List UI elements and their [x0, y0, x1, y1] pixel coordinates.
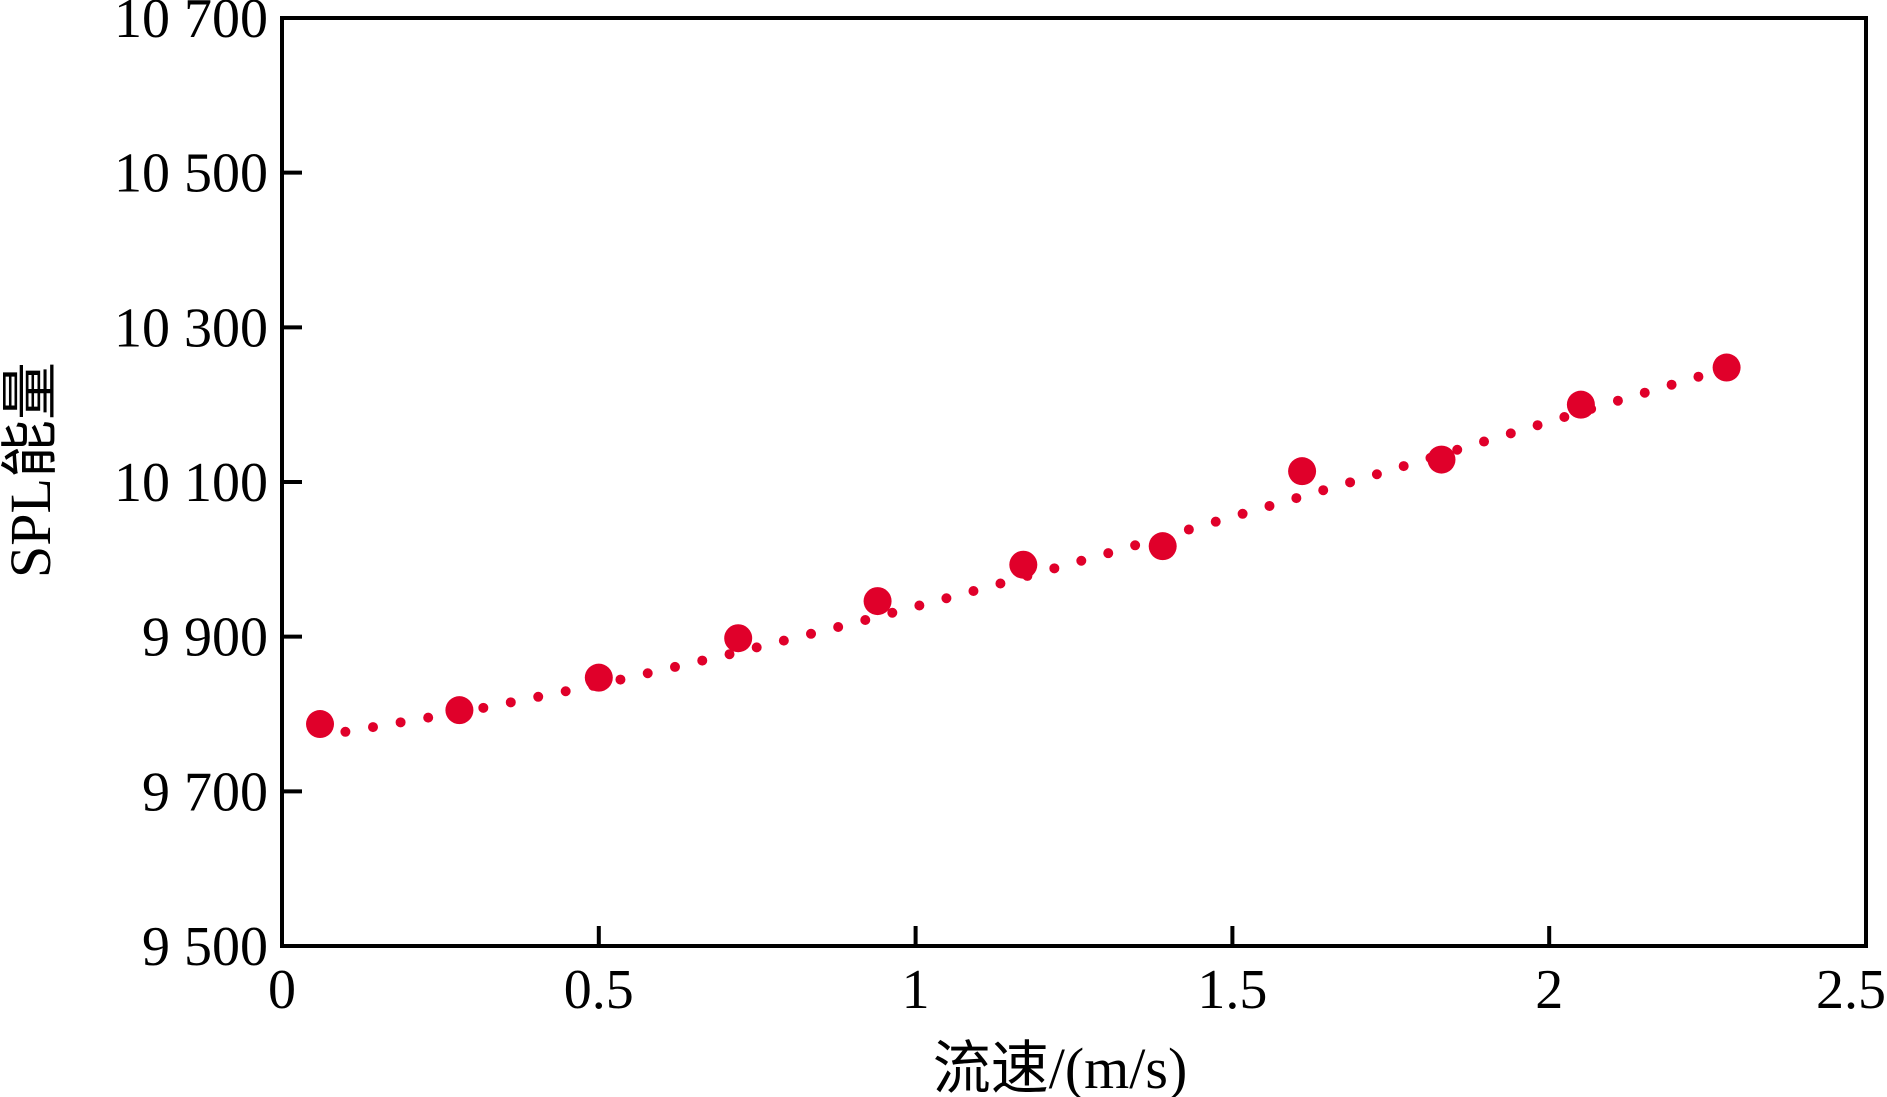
data-point [724, 624, 753, 653]
data-point [1566, 390, 1595, 419]
y-tick-label: 10 500 [114, 143, 268, 205]
x-tick-label: 2 [1535, 959, 1563, 1021]
y-axis-title: SPL能量 [0, 362, 63, 578]
plot-border [280, 16, 1868, 948]
x-tick-label: 2.5 [1816, 959, 1886, 1021]
data-point [1288, 457, 1317, 486]
x-tick-label: 1.5 [1197, 959, 1267, 1021]
y-axis-ticks: 9 500 9 700 9 900 10 100 10 300 10 500 10 700 [114, 0, 302, 978]
trend-line [340, 359, 1745, 737]
x-tick-label: 0.5 [564, 959, 634, 1021]
x-tick-label: 1 [902, 959, 930, 1021]
x-axis-title: 流速/(m/s) [933, 1036, 1188, 1097]
y-tick-label: 10 700 [114, 0, 268, 50]
y-tick-label: 10 300 [114, 297, 268, 359]
data-point [1427, 445, 1456, 474]
y-tick-label: 9 700 [142, 761, 268, 823]
data-point [1009, 550, 1038, 579]
data-point [863, 587, 892, 616]
data-points [306, 353, 1741, 739]
plot-frame [280, 16, 1868, 948]
data-point [1712, 353, 1741, 382]
x-tick-label: 0 [268, 959, 296, 1021]
y-tick-label: 9 900 [142, 607, 268, 669]
data-point [445, 696, 474, 725]
y-tick-label: 10 100 [114, 452, 268, 514]
x-axis-ticks: 0 0.5 1 1.5 2 2.5 [268, 926, 1886, 1021]
data-point [584, 663, 613, 692]
data-point [306, 710, 335, 739]
data-point [1148, 532, 1177, 561]
y-tick-label: 9 500 [142, 916, 268, 978]
trend-line-path [340, 359, 1745, 737]
